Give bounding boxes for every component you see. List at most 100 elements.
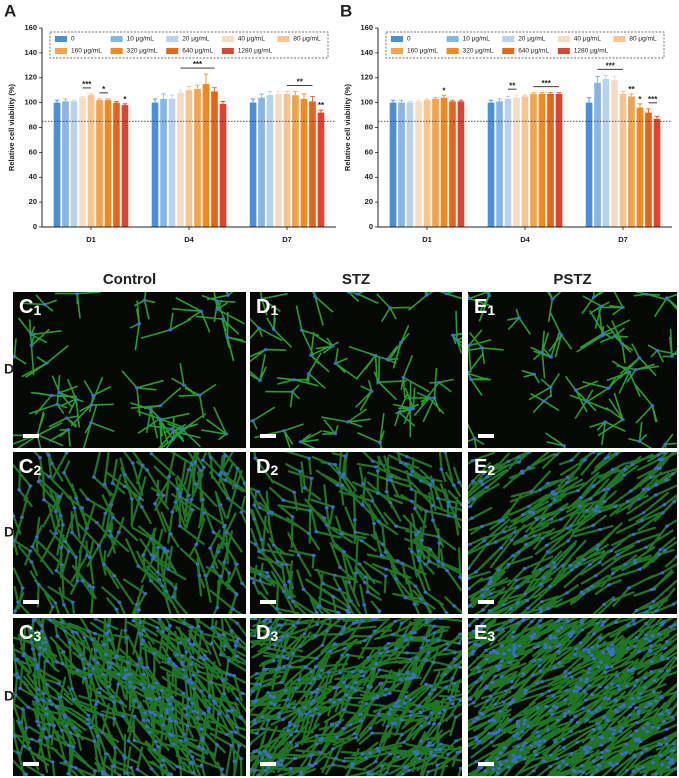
bar	[300, 98, 308, 227]
micrograph	[468, 452, 677, 614]
micrograph	[250, 292, 462, 448]
bar	[449, 101, 456, 227]
y-axis-label: Relative cell viability (%)	[343, 83, 352, 171]
legend-label: 20 μg/mL	[182, 36, 210, 43]
error-bar	[514, 94, 519, 98]
nuclei	[250, 618, 462, 776]
nuclei	[468, 618, 677, 776]
legend-box	[49, 31, 329, 59]
legend-swatch	[55, 36, 67, 42]
bar	[487, 102, 495, 227]
bar	[266, 95, 274, 227]
significance-label: **	[318, 101, 325, 110]
panel-label: C1	[19, 296, 41, 318]
panel-subscript: 1	[487, 302, 495, 318]
bar	[504, 98, 512, 227]
error-bar	[276, 90, 281, 94]
y-tick-label: 0	[33, 222, 37, 231]
bar	[594, 82, 601, 227]
significance-label: *	[102, 85, 106, 94]
bar	[79, 97, 86, 228]
error-bar	[122, 103, 128, 106]
bar	[96, 100, 103, 227]
y-tick-label: 80	[365, 122, 373, 131]
error-bar	[284, 90, 290, 94]
panel-label: D3	[256, 622, 278, 644]
bar	[513, 97, 520, 228]
error-bar	[293, 90, 298, 96]
error-bar	[433, 97, 438, 99]
error-bar	[603, 74, 609, 79]
panel-label: E2	[474, 456, 495, 478]
actin-fibers	[13, 618, 246, 776]
bar	[62, 101, 69, 227]
legend-label: 640 μg/mL	[182, 48, 213, 55]
nuclei	[13, 618, 245, 776]
bar	[168, 98, 176, 227]
significance-label: *	[123, 95, 127, 104]
actin-fibers	[13, 452, 246, 614]
panel-subscript: 3	[270, 628, 278, 644]
legend-label: 1280 μg/mL	[238, 48, 273, 55]
bar	[406, 102, 414, 227]
error-bar	[620, 90, 626, 94]
panel-label: C2	[19, 456, 41, 478]
y-tick-label: 60	[29, 147, 37, 156]
bar	[113, 102, 120, 227]
panel-letter: C	[19, 456, 33, 478]
bar	[70, 101, 78, 227]
bar	[283, 93, 291, 227]
bar	[521, 96, 529, 227]
bar	[619, 93, 627, 227]
scale-bar	[23, 600, 39, 604]
panel-subscript: 2	[487, 462, 495, 478]
error-bar	[497, 98, 502, 102]
error-bar	[318, 109, 324, 113]
error-bar	[152, 98, 158, 103]
error-bar	[424, 98, 430, 101]
significance-label: ***	[193, 60, 203, 69]
y-tick-label: 40	[365, 172, 373, 181]
bar	[317, 112, 325, 227]
scale-bar	[478, 600, 494, 604]
bar	[104, 100, 112, 227]
actin-fibers	[250, 292, 462, 448]
legend-swatch	[502, 36, 515, 42]
legend-label: 0	[407, 36, 411, 43]
actin-fibers	[468, 292, 677, 448]
scale-bar	[260, 762, 276, 766]
error-bar	[63, 98, 68, 102]
scale-bar	[23, 434, 39, 438]
panel-letter: C	[19, 622, 33, 644]
legend-label: 320 μg/mL	[463, 48, 494, 55]
legend-swatch	[110, 48, 123, 54]
panel-letter: D	[256, 296, 270, 318]
y-tick-label: 80	[29, 122, 37, 131]
legend-label: 40 μg/mL	[238, 36, 266, 43]
error-bar	[80, 95, 85, 98]
legend-label: 0	[71, 36, 75, 43]
panel-letter: D	[256, 622, 270, 644]
actin-fibers	[250, 452, 462, 614]
bar	[121, 105, 129, 227]
panel-subscript: 3	[487, 628, 495, 644]
error-bar	[488, 99, 494, 103]
legend-swatch	[55, 48, 67, 54]
error-bar	[161, 93, 166, 99]
error-bar	[531, 92, 536, 94]
bar	[211, 91, 218, 228]
bar	[440, 97, 448, 228]
error-bar	[169, 94, 175, 99]
error-bar	[450, 99, 455, 102]
micrograph	[250, 618, 462, 776]
y-tick-label: 20	[365, 197, 373, 206]
x-tick-label: D7	[282, 235, 292, 244]
legend-swatch	[391, 36, 403, 42]
nuclei	[468, 452, 677, 614]
bar	[653, 118, 661, 227]
y-tick-label: 140	[360, 48, 373, 57]
micrograph	[13, 292, 246, 448]
legend-swatch	[221, 48, 234, 54]
significance-label: ***	[606, 61, 616, 70]
legend-swatch	[446, 48, 459, 54]
